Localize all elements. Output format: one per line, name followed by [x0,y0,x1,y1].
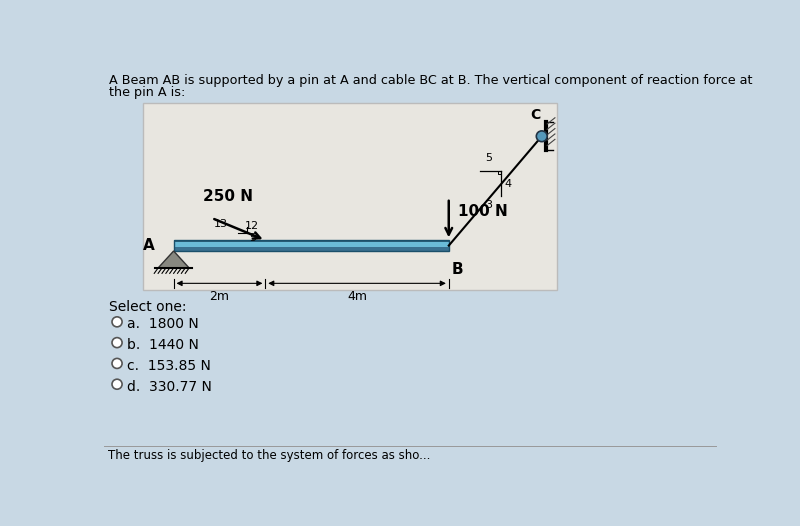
Text: 2m: 2m [210,289,230,302]
Circle shape [112,317,122,327]
FancyBboxPatch shape [142,103,558,290]
Text: 100 N: 100 N [458,204,508,219]
Text: C: C [530,108,541,123]
Text: 5: 5 [485,153,492,163]
Text: A Beam AB is supported by a pin at A and cable BC at B. The vertical component o: A Beam AB is supported by a pin at A and… [110,74,753,87]
Text: 4: 4 [505,179,512,189]
FancyBboxPatch shape [174,240,449,247]
Circle shape [536,131,547,141]
Text: 4m: 4m [347,289,367,302]
Text: a.  1800 N: a. 1800 N [127,317,199,331]
Text: A: A [143,238,154,253]
Text: B: B [452,262,463,277]
Text: Select one:: Select one: [110,300,187,314]
Text: the pin A is:: the pin A is: [110,86,186,99]
Text: c.  153.85 N: c. 153.85 N [127,359,211,373]
Text: 12: 12 [245,221,259,231]
Text: The truss is subjected to the system of forces as sho...: The truss is subjected to the system of … [108,449,430,462]
Text: d.  330.77 N: d. 330.77 N [127,380,212,393]
Polygon shape [158,251,189,268]
FancyBboxPatch shape [174,240,449,242]
Text: 13: 13 [214,219,228,229]
Text: 3: 3 [485,200,492,210]
Text: b.  1440 N: b. 1440 N [127,338,199,352]
Text: 5: 5 [249,233,256,243]
Circle shape [112,358,122,368]
Circle shape [112,338,122,348]
Text: 250 N: 250 N [202,189,253,204]
FancyBboxPatch shape [174,247,449,251]
Circle shape [112,379,122,389]
